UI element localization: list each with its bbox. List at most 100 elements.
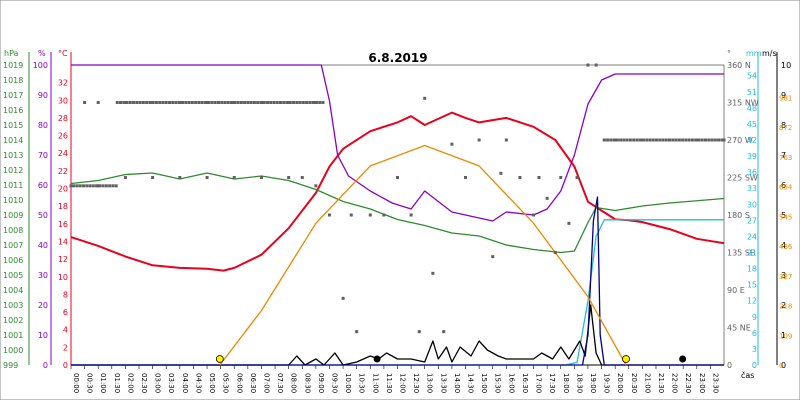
tick-label-temp: 26 [58, 132, 68, 141]
tick-label-dir: 360 N [727, 61, 751, 70]
wind-dir-point [236, 101, 240, 104]
tick-label-ms: 3 [781, 271, 786, 280]
wind-dir-point [148, 101, 152, 104]
tick-label-pct: 60 [38, 181, 48, 190]
wind-dir-point [138, 101, 142, 104]
wind-dir-point [111, 184, 115, 188]
time-tick-label: 15:00 [480, 373, 488, 393]
tick-label-mm: 6 [752, 329, 757, 338]
wind-dir-point [606, 138, 610, 142]
wind-dir-point [628, 138, 632, 142]
wind-dir-point [98, 184, 102, 188]
tick-label-hpa: 1016 [3, 106, 23, 115]
time-tick-label: 22:00 [671, 373, 679, 393]
tick-label-dir: 45 NE [727, 324, 751, 333]
wind-dir-point [532, 213, 536, 217]
wind-dir-point [197, 101, 201, 104]
axis-unit-mm: mm [746, 49, 762, 58]
time-tick-label: 20:00 [616, 373, 624, 393]
tick-label-dir: 90 E [727, 286, 745, 295]
time-tick-label: 04:00 [181, 373, 189, 393]
time-tick-label: 10:00 [344, 373, 352, 393]
time-tick-label: 12:30 [412, 373, 420, 393]
wind-dir-point [612, 138, 616, 142]
wind-dir-point [287, 176, 291, 179]
time-tick-label: 18:00 [562, 373, 570, 393]
tick-label-ms: 6 [781, 181, 786, 190]
wind-dir-point [203, 101, 207, 104]
wind-dir-point [246, 101, 250, 104]
tick-label-mm: 18 [747, 265, 757, 274]
tick-label-mm: 33 [747, 184, 757, 193]
tick-label-pct: 30 [38, 271, 48, 280]
time-tick-label: 21:00 [643, 373, 651, 393]
tick-label-hpa: 1004 [3, 286, 23, 295]
tick-label-hpa: 999 [3, 361, 18, 370]
wind-dir-point [123, 101, 127, 104]
wind-dir-point [300, 176, 304, 179]
wind-dir-point [210, 101, 214, 104]
time-tick-label: 23:30 [711, 373, 719, 393]
time-tick-label: 16:30 [521, 373, 529, 393]
tick-label-dir: 135 SE [727, 249, 755, 258]
wind-dir-point [575, 176, 579, 179]
wind-dir-point [115, 101, 119, 104]
tick-label-dir: 225 SW [727, 174, 758, 183]
wind-dir-point [295, 101, 299, 104]
wind-dir-point [230, 101, 234, 104]
time-tick-label: 00:00 [72, 373, 80, 393]
time-tick-label: 07:00 [262, 373, 270, 393]
tick-label-mm: 27 [747, 216, 757, 225]
tick-label-mm: 3 [752, 345, 757, 354]
wind-dir-point [101, 184, 105, 188]
wind-dir-point [96, 101, 100, 104]
tick-label-mm: 45 [747, 120, 757, 129]
wind-dir-point [681, 138, 685, 142]
wind-dir-point [194, 101, 198, 104]
tick-label-hpa: 1018 [3, 76, 23, 85]
wind-dir-point [305, 101, 309, 104]
wind-dir-point [205, 101, 209, 104]
tick-label-mm: 42 [747, 136, 757, 145]
tick-label-temp: 18 [58, 202, 68, 211]
tick-label-wm2: 327 [779, 273, 792, 281]
tick-label-hpa: 1012 [3, 166, 23, 175]
wind-dir-point [677, 138, 681, 142]
time-tick-label: 02:00 [126, 373, 134, 393]
time-tick-label: 07:30 [276, 373, 284, 393]
wind-dir-point [619, 138, 623, 142]
wind-dir-point [243, 101, 247, 104]
sunset-marker [622, 355, 630, 363]
wind-dir-point [161, 101, 165, 104]
time-tick-label: 03:30 [167, 373, 175, 393]
tick-label-mm: 51 [747, 88, 757, 97]
time-tick-label: 02:30 [140, 373, 148, 393]
tick-label-wm2: 109 [779, 332, 792, 340]
wind-dir-point [164, 101, 168, 104]
wind-dir-point [567, 221, 571, 225]
wind-dir-point [259, 101, 263, 104]
tick-label-hpa: 1009 [3, 211, 23, 220]
wind-dir-point [282, 101, 286, 104]
wind-dir-point [504, 138, 508, 142]
wind-dir-point [269, 101, 273, 104]
chart-title: 6.8.2019 [368, 51, 427, 65]
wind-dir-point [207, 101, 211, 104]
wind-dir-point [174, 101, 178, 104]
tick-label-mm: 12 [747, 297, 757, 306]
moonset-marker [679, 355, 687, 363]
tick-label-wm2: 872 [779, 124, 792, 132]
time-tick-label: 19:00 [589, 373, 597, 393]
tick-label-temp: 0 [63, 361, 68, 370]
tick-label-wm2: 218 [779, 303, 792, 311]
wind-dir-point [518, 176, 522, 179]
tick-label-mm: 36 [747, 168, 757, 177]
time-tick-label: 17:30 [548, 373, 556, 393]
wind-dir-point [423, 96, 427, 100]
wind-dir-point [545, 196, 549, 200]
tick-label-wm2: 763 [779, 154, 792, 162]
time-tick-label: 12:00 [399, 373, 407, 393]
tick-label-temp: 8 [63, 290, 68, 299]
axis-unit-temp: °C [58, 49, 68, 58]
tick-label-hpa: 1002 [3, 316, 23, 325]
